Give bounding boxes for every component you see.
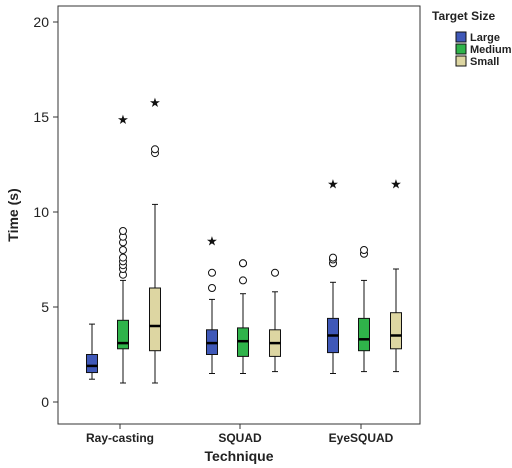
box-large-ray-casting — [86, 323, 98, 380]
y-axis: 0 5 10 15 20 — [33, 14, 58, 410]
legend-label-large: Large — [470, 32, 500, 44]
box-large-eyesquad: ★ — [327, 178, 339, 374]
extreme-point: ★ — [117, 113, 129, 128]
legend-title: Target Size — [432, 9, 495, 23]
box-iqr — [86, 354, 98, 374]
legend-swatch-small — [455, 55, 467, 67]
y-tick-label: 10 — [33, 204, 49, 220]
x-tick-label: SQUAD — [218, 431, 262, 445]
extreme-point: ★ — [206, 235, 218, 250]
y-tick-label: 0 — [41, 394, 49, 410]
x-tick-label: EyeSQUAD — [329, 431, 394, 445]
outlier-point — [329, 253, 337, 262]
x-tick-label: Ray-casting — [86, 431, 154, 445]
outlier-point — [239, 259, 247, 268]
box-large-squad: ★ — [206, 235, 218, 374]
box-plots: ★ ★ ★ ★ ★ — [86, 96, 402, 384]
legend-label-medium: Medium — [470, 44, 512, 56]
box-iqr — [117, 319, 129, 350]
y-tick-label: 5 — [41, 299, 49, 315]
outlier-point — [239, 276, 247, 285]
extreme-point: ★ — [390, 178, 402, 193]
outlier-point — [208, 268, 216, 277]
plot-frame — [57, 5, 421, 425]
outlier-point — [360, 246, 368, 254]
box-small-squad — [269, 268, 281, 373]
box-iqr — [149, 287, 161, 352]
box-small-eyesquad: ★ — [390, 178, 402, 373]
y-axis-title: Time (s) — [5, 188, 21, 241]
legend-swatch-large — [455, 31, 467, 43]
outlier-point — [119, 246, 127, 254]
box-iqr — [390, 312, 402, 350]
outlier-point — [151, 145, 159, 154]
outlier-point — [119, 253, 127, 262]
y-tick-label: 20 — [33, 14, 49, 30]
outlier-point — [119, 227, 127, 235]
extreme-point: ★ — [327, 178, 339, 193]
y-tick-label: 15 — [33, 109, 49, 125]
box-small-ray-casting: ★ — [149, 96, 161, 384]
legend-swatch-medium — [455, 43, 467, 55]
box-medium-squad — [237, 259, 249, 374]
extreme-point: ★ — [149, 96, 161, 111]
x-axis-title: Technique — [205, 448, 274, 464]
box-medium-ray-casting: ★ — [117, 113, 129, 384]
box-medium-eyesquad — [358, 246, 370, 373]
outlier-point — [208, 284, 216, 292]
box-iqr — [358, 317, 370, 352]
legend-label-small: Small — [470, 56, 499, 68]
outlier-point — [271, 268, 279, 277]
x-axis: Ray-casting SQUAD EyeSQUAD — [86, 424, 394, 445]
